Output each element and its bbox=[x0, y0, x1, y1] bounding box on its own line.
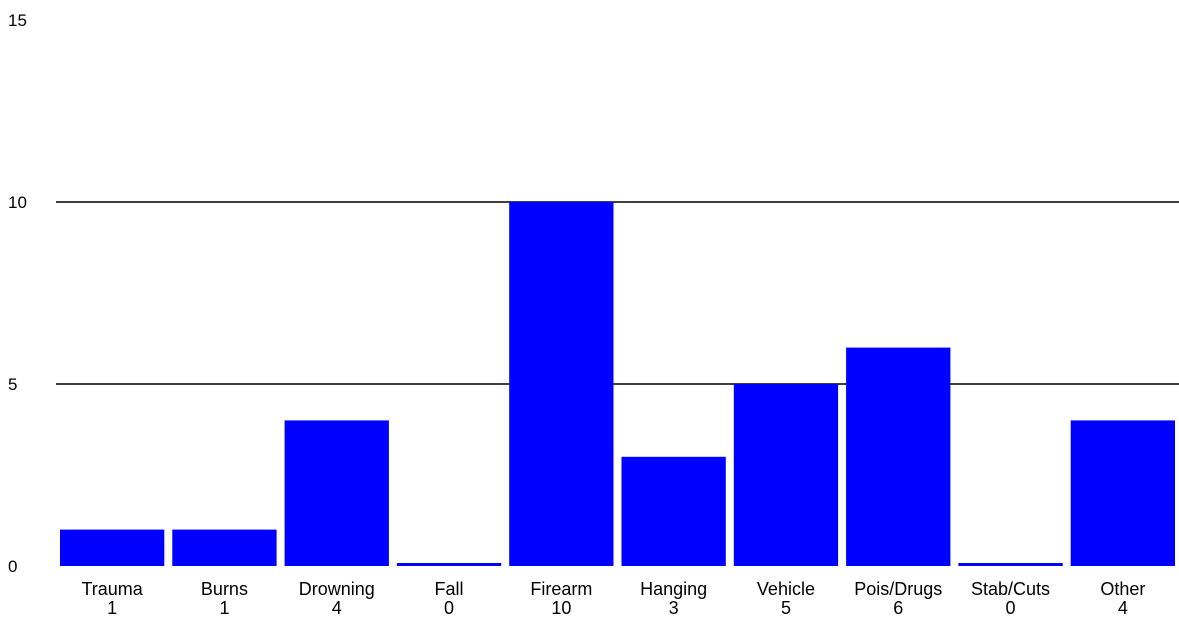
value-label: 5 bbox=[781, 598, 791, 618]
y-axis-ticks: 0 5 10 15 bbox=[8, 11, 27, 576]
x-axis-labels: Trauma1Burns1Drowning4Fall0Firearm10Hang… bbox=[81, 579, 1145, 618]
value-label: 1 bbox=[219, 598, 229, 618]
value-label: 1 bbox=[107, 598, 117, 618]
category-label: Vehicle bbox=[757, 579, 815, 599]
category-label: Drowning bbox=[299, 579, 375, 599]
value-label: 4 bbox=[332, 598, 342, 618]
category-label: Other bbox=[1100, 579, 1145, 599]
bar-hanging bbox=[621, 456, 726, 566]
value-label: 6 bbox=[893, 598, 903, 618]
category-label: Hanging bbox=[640, 579, 707, 599]
value-label: 3 bbox=[669, 598, 679, 618]
bar-stab-cuts bbox=[958, 563, 1063, 566]
bar-drowning bbox=[284, 420, 389, 566]
value-label: 0 bbox=[1006, 598, 1016, 618]
category-label: Pois/Drugs bbox=[854, 579, 942, 599]
category-label: Stab/Cuts bbox=[971, 579, 1050, 599]
category-label: Firearm bbox=[530, 579, 592, 599]
bar-burns bbox=[172, 529, 277, 566]
bar-pois-drugs bbox=[846, 347, 951, 566]
category-label: Fall bbox=[435, 579, 464, 599]
value-label: 10 bbox=[551, 598, 571, 618]
bar-other bbox=[1070, 420, 1175, 566]
y-tick-label: 5 bbox=[8, 375, 17, 394]
category-label: Burns bbox=[201, 579, 248, 599]
value-label: 4 bbox=[1118, 598, 1128, 618]
bar-trauma bbox=[60, 529, 165, 566]
y-tick-label: 15 bbox=[8, 11, 27, 30]
value-label: 0 bbox=[444, 598, 454, 618]
bar-firearm bbox=[509, 202, 614, 566]
gridlines bbox=[56, 201, 1179, 385]
y-tick-label: 10 bbox=[8, 193, 27, 212]
bar-fall bbox=[396, 563, 502, 566]
category-label: Trauma bbox=[81, 579, 143, 599]
bars bbox=[60, 202, 1175, 566]
bar-vehicle bbox=[733, 384, 839, 566]
y-tick-label: 0 bbox=[8, 557, 17, 576]
